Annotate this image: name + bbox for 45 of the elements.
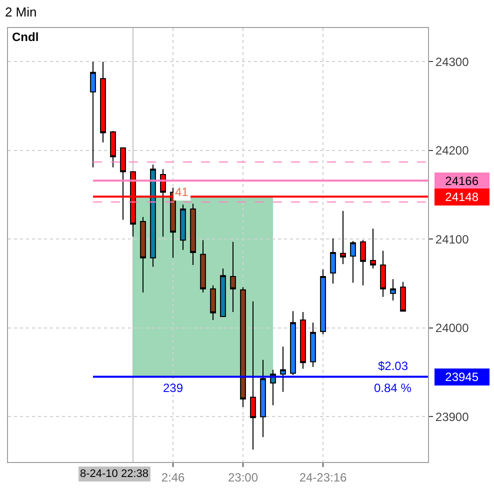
annotation: Cndl bbox=[12, 30, 39, 44]
candlestick bbox=[220, 268, 226, 317]
chart-title: 2 Min bbox=[4, 4, 37, 20]
candlestick bbox=[360, 240, 366, 286]
ref-line-label: 24166 bbox=[445, 174, 479, 188]
candlestick bbox=[390, 278, 396, 301]
x-tick-label: 24-23:16 bbox=[299, 470, 348, 484]
candlestick bbox=[280, 346, 286, 392]
candlestick bbox=[190, 203, 196, 266]
annotation: $2.03 bbox=[378, 359, 408, 373]
candlestick bbox=[180, 204, 186, 250]
annotation: 41 bbox=[175, 185, 189, 199]
candlestick bbox=[380, 250, 386, 298]
annotation: 0.84 % bbox=[374, 381, 412, 395]
ref-line-label: 8-24-10 22:38 bbox=[80, 468, 148, 480]
ref-line-label: 23945 bbox=[445, 370, 479, 384]
y-tick-label: 24300 bbox=[435, 54, 470, 69]
ref-line-label: 24148 bbox=[445, 190, 479, 204]
candlestick bbox=[320, 268, 326, 335]
annotation: 239 bbox=[163, 381, 184, 395]
y-tick-label: 24000 bbox=[435, 321, 470, 336]
y-tick-label: 23900 bbox=[435, 410, 470, 424]
candlestick bbox=[150, 164, 156, 268]
x-tick-label: 23:00 bbox=[228, 470, 258, 484]
candlestick bbox=[300, 312, 306, 370]
candlestick bbox=[260, 359, 266, 438]
candlestick bbox=[100, 61, 106, 143]
candlestick bbox=[210, 284, 216, 320]
y-tick-label: 24200 bbox=[435, 144, 470, 158]
candlestick bbox=[340, 210, 346, 265]
candlestick bbox=[110, 130, 116, 168]
y-tick-label: 24100 bbox=[435, 232, 470, 246]
candlestick bbox=[350, 240, 356, 284]
candlestick bbox=[400, 281, 406, 312]
candlestick bbox=[310, 322, 316, 368]
candlestick bbox=[250, 300, 256, 450]
candlestick bbox=[370, 228, 376, 270]
candlestick bbox=[90, 61, 96, 168]
candlestick bbox=[230, 241, 236, 313]
candlestick bbox=[140, 216, 146, 293]
candlestick bbox=[290, 310, 296, 376]
candlestick bbox=[240, 286, 246, 408]
candlestick bbox=[330, 238, 336, 284]
candlestick bbox=[200, 240, 206, 293]
x-tick-label: 2:46 bbox=[161, 470, 185, 484]
